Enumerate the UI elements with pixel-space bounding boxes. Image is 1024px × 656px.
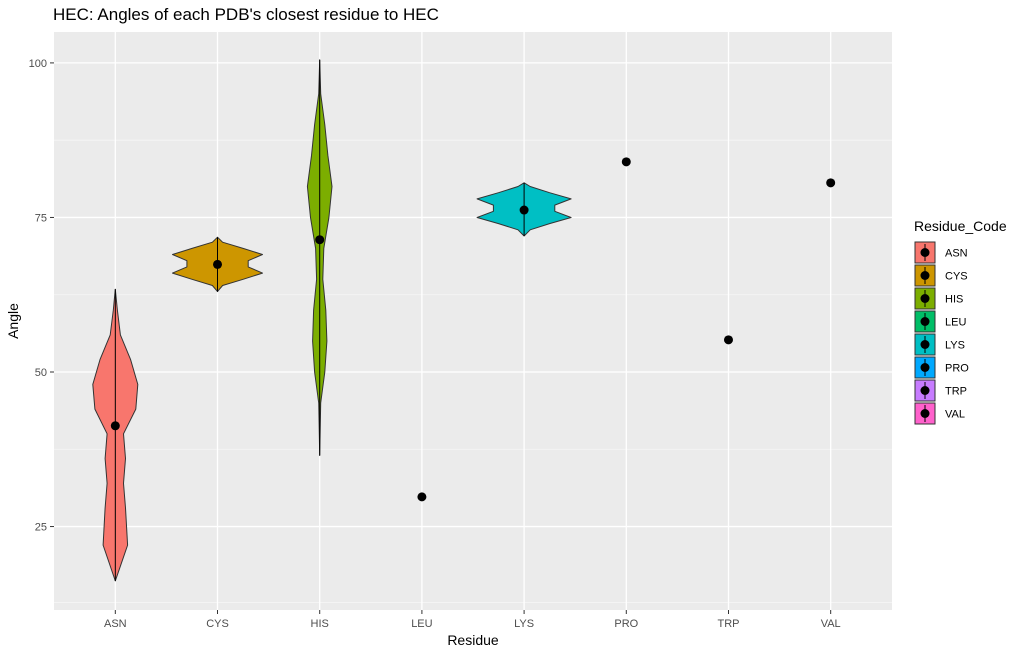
legend-item-trp: TRP: [914, 379, 967, 402]
y-tick-label: 75: [35, 212, 47, 224]
x-tick-label: HIS: [311, 618, 329, 630]
mean-point-cys: [213, 259, 223, 269]
x-tick-label: LYS: [514, 618, 534, 630]
violin-layer: [92, 59, 572, 582]
x-tick-label: TRP: [717, 618, 739, 630]
x-tick-label: LEU: [411, 618, 432, 630]
legend-key-point: [920, 363, 930, 372]
legend-label: HIS: [945, 294, 963, 306]
x-tick-label: CYS: [206, 618, 229, 630]
legend-item-leu: LEU: [914, 310, 966, 333]
mean-point-leu: [417, 492, 427, 502]
x-axis: ASN CYS HIS LEU LYS PRO TRP VAL: [104, 610, 841, 630]
mean-point-his: [315, 235, 325, 245]
legend-label: CYS: [945, 271, 968, 283]
legend-title: Residue_Code: [914, 218, 1007, 234]
legend: ASN CYS HIS LEU LYS PRO TRP VAL: [914, 241, 969, 425]
legend-label: LYS: [945, 340, 965, 352]
legend-label: LEU: [945, 317, 966, 329]
legend-label: VAL: [945, 409, 965, 421]
y-tick-label: 50: [35, 367, 47, 379]
legend-item-his: HIS: [914, 287, 963, 310]
legend-item-val: VAL: [914, 402, 965, 425]
legend-item-asn: ASN: [914, 241, 968, 264]
legend-key-point: [920, 317, 930, 326]
plot-panel: [54, 32, 892, 610]
legend-label: TRP: [945, 386, 967, 398]
legend-key-point: [920, 386, 930, 395]
x-tick-label: PRO: [614, 618, 638, 630]
x-tick-label: VAL: [821, 618, 841, 630]
y-tick-label: 25: [35, 522, 47, 534]
mean-point-layer: [110, 157, 836, 502]
mean-point-lys: [519, 205, 529, 215]
mean-point-asn: [110, 421, 120, 431]
legend-key-point: [920, 271, 930, 280]
legend-key-point: [920, 248, 930, 257]
legend-key-point: [920, 340, 930, 349]
mean-point-pro: [621, 157, 631, 167]
y-axis-title: Angle: [5, 303, 21, 339]
x-axis-title: Residue: [447, 632, 499, 648]
legend-key-point: [920, 294, 930, 303]
y-tick-label: 100: [29, 58, 47, 70]
x-tick-label: ASN: [104, 618, 127, 630]
mean-point-trp: [723, 335, 733, 345]
legend-label: PRO: [945, 363, 969, 375]
legend-item-pro: PRO: [914, 356, 969, 379]
legend-item-lys: LYS: [914, 333, 965, 356]
mean-point-val: [826, 178, 836, 188]
legend-label: ASN: [945, 248, 968, 260]
legend-key-point: [920, 409, 930, 418]
y-axis: 25 50 75 100: [29, 58, 54, 534]
chart-title: HEC: Angles of each PDB's closest residu…: [53, 5, 439, 24]
legend-item-cys: CYS: [914, 264, 968, 287]
